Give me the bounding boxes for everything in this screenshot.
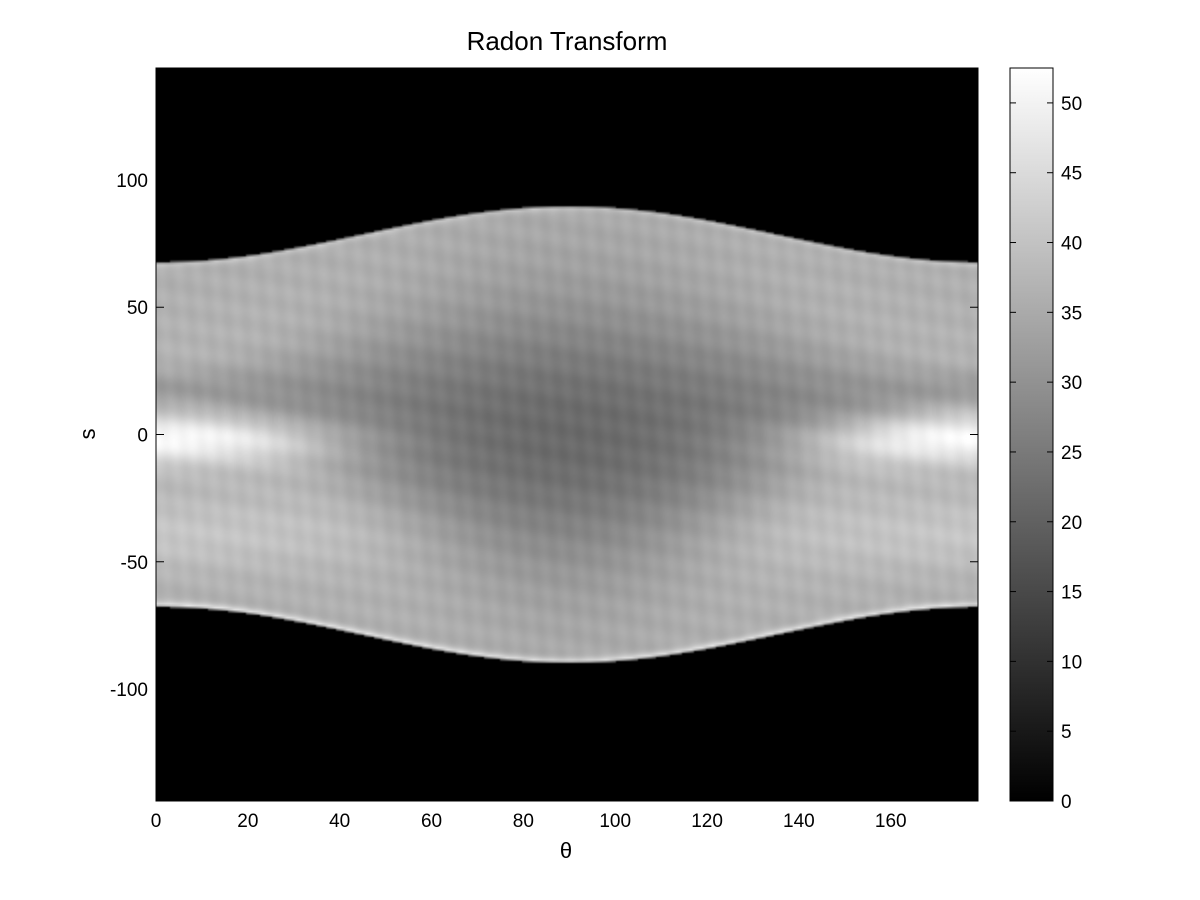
colorbar-tick-label: 20: [1061, 513, 1082, 534]
colorbar-tick-label: 40: [1061, 234, 1082, 255]
y-tick-label: 100: [116, 171, 148, 192]
y-tick-label: -50: [121, 553, 148, 574]
y-axis-label: s: [75, 429, 100, 440]
colorbar-tick-label: 50: [1061, 94, 1082, 115]
x-tick-label: 60: [421, 811, 442, 832]
sinogram-image: [156, 68, 978, 801]
y-tick-label: -100: [110, 680, 148, 701]
x-axis-ticks: 0 20 40 60 80 100 120 140 160: [151, 68, 907, 832]
y-tick-label: 50: [127, 298, 148, 319]
x-axis-label: θ: [560, 838, 572, 863]
colorbar-tick-label: 0: [1061, 792, 1072, 813]
y-axis-ticks: -100 -50 0 50 100: [110, 171, 978, 701]
heatmap-plot-area: [155, 67, 979, 802]
colorbar-tick-label: 10: [1061, 652, 1082, 673]
colorbar-tick-label: 5: [1061, 722, 1072, 743]
colorbar-tick-label: 25: [1061, 443, 1082, 464]
x-tick-label: 120: [691, 811, 723, 832]
colorbar-tick-label: 35: [1061, 303, 1082, 324]
colorbar-tick-label: 30: [1061, 373, 1082, 394]
colorbar-ticks: 0 5 10 15 20 25 30 35 40 45 50: [1010, 94, 1082, 813]
colorbar-tick-label: 45: [1061, 164, 1082, 185]
x-tick-label: 20: [237, 811, 258, 832]
y-tick-label: 0: [137, 426, 148, 447]
x-tick-label: 140: [783, 811, 815, 832]
colorbar-frame: [1009, 67, 1054, 802]
chart-title: Radon Transform: [467, 26, 668, 56]
colorbar-gradient: [1010, 68, 1053, 801]
colorbar-tick-label: 15: [1061, 583, 1082, 604]
x-tick-label: 40: [329, 811, 350, 832]
x-tick-label: 80: [513, 811, 534, 832]
x-tick-label: 160: [875, 811, 907, 832]
x-tick-label: 0: [151, 811, 162, 832]
x-tick-label: 100: [599, 811, 631, 832]
colorbar: 0 5 10 15 20 25 30 35 40 45 50: [1009, 67, 1082, 813]
